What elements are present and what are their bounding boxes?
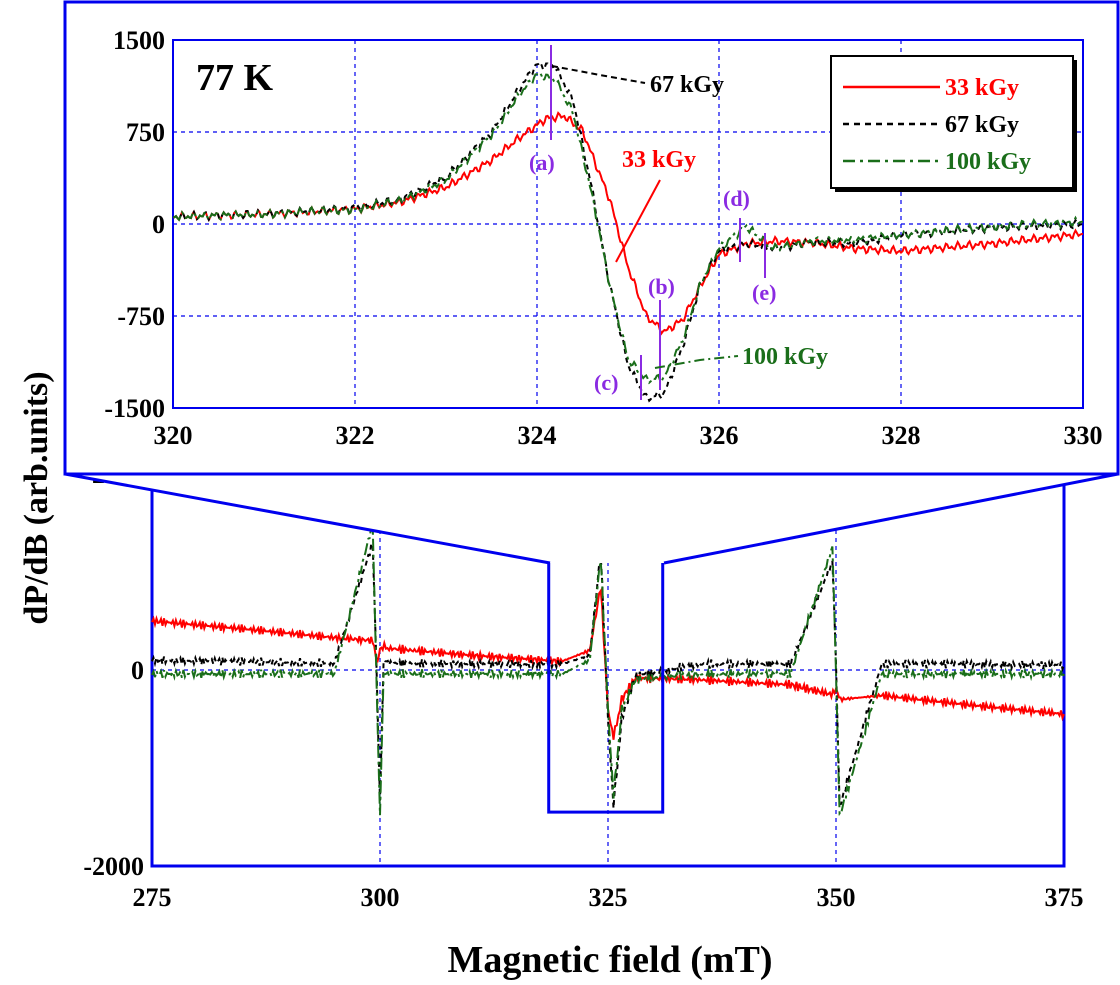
main-y-ticks: 20000-2000 [83,460,144,881]
x-axis-title: Magnetic field (mT) [447,939,772,981]
legend-label-33: 33 kGy [945,75,1019,101]
annotation-d: (d) [723,186,750,211]
callout-100-label: 100 kGy [742,344,828,370]
main-series [151,524,1065,816]
main-x-ticks: 275 300 325 350 375 [133,883,1084,912]
callout-100-line [654,355,739,369]
zoom-connector-right [663,472,1119,565]
inset-grid [173,40,1083,408]
x-tick-label: 328 [882,421,921,450]
annotation-b: (b) [648,274,675,299]
x-tick-label: 322 [336,421,375,450]
zoom-connectors [64,472,1119,565]
y-axis-title: dP/dB (arb.units) [18,371,55,624]
x-tick-label: 350 [817,883,856,912]
legend-box [830,55,1074,189]
callout-33-line [615,179,661,263]
peak-markers [550,45,766,400]
x-tick-label: 330 [1064,421,1103,450]
annotation-c: (c) [594,370,618,395]
series-line [151,541,1065,809]
inset-title: 77 K [196,57,274,99]
series-callouts: 67 kGy 33 kGy 100 kGy [551,65,828,370]
y-tick-label: 0 [152,210,165,239]
series-line [172,71,1084,385]
inset-y-ticks: 1500 750 0 -750 -1500 [104,26,165,423]
y-tick-label: 750 [126,118,165,147]
y-tick-label: 1500 [113,26,165,55]
x-tick-label: 375 [1045,883,1084,912]
annotation-a: (a) [529,150,555,175]
inset-plot: 1500 750 0 -750 -1500 320 322 324 326 328 330 77 … [104,26,1102,450]
series-line [151,524,1065,816]
x-tick-label: 275 [133,883,172,912]
y-tick-label: 0 [131,656,144,685]
y-tick-label: -1500 [104,394,165,423]
annotation-e: (e) [752,280,776,305]
legend: 33 kGy 67 kGy 100 kGy [830,55,1077,192]
zoom-connector-shape [65,474,1118,563]
y-tick-label: -2000 [83,852,144,881]
legend-label-100: 100 kGy [945,149,1031,175]
x-tick-label: 320 [154,421,193,450]
x-tick-label: 326 [700,421,739,450]
y-tick-label: -750 [117,302,165,331]
inset-series [172,60,1084,403]
zoom-connector-left [64,472,551,565]
callout-33-label: 33 kGy [622,147,696,173]
x-tick-label: 300 [361,883,400,912]
inset-x-ticks: 320 322 324 326 328 330 [154,421,1103,450]
x-tick-label: 324 [518,421,557,450]
legend-label-67: 67 kGy [945,112,1019,138]
callout-67-label: 67 kGy [650,72,724,98]
x-tick-label: 325 [589,883,628,912]
